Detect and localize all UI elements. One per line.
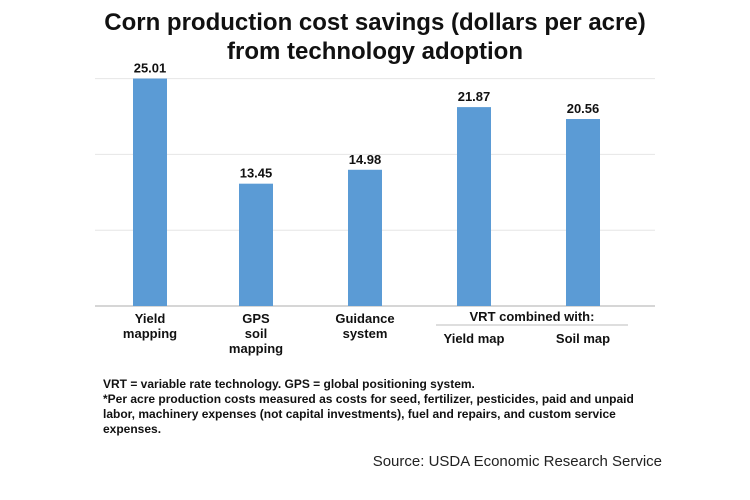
category-label-line: soil xyxy=(244,326,268,341)
data-label: 14.98 xyxy=(349,152,382,167)
footnote: VRT = variable rate technology. GPS = gl… xyxy=(103,377,663,437)
source-credit: Source: USDA Economic Research Service xyxy=(372,453,662,470)
category-label-line: Soil map xyxy=(555,331,611,346)
category-label: GPS soil mapping xyxy=(206,311,306,356)
data-label: 21.87 xyxy=(458,89,491,104)
bar xyxy=(239,183,273,306)
footnote-line: expenses. xyxy=(103,422,162,436)
category-label: Yield map xyxy=(424,331,524,346)
bar xyxy=(133,78,167,306)
data-label: 20.56 xyxy=(567,101,600,116)
footnote-line: labor, machinery expenses (not capital i… xyxy=(103,407,616,421)
data-label: 13.45 xyxy=(240,166,273,181)
data-label: 25.01 xyxy=(134,61,167,76)
chart-title-line: Corn production cost savings (dollars pe… xyxy=(104,9,646,36)
category-label-line: Guidance xyxy=(335,311,395,326)
group-label: VRT combined with: xyxy=(469,309,595,324)
chart-title-line: from technology adoption xyxy=(227,38,523,65)
category-label: Soil map xyxy=(533,331,633,346)
category-label-line: system xyxy=(342,326,388,341)
category-label-line: Yield xyxy=(134,311,166,326)
category-label-line: GPS xyxy=(242,311,270,326)
chart-title: Corn production cost savings (dollars pe… xyxy=(0,8,750,66)
category-label: Yield mapping xyxy=(100,311,200,341)
category-label: Guidance system xyxy=(315,311,415,341)
footnote-line: VRT = variable rate technology. GPS = gl… xyxy=(103,377,475,391)
footnote-line: *Per acre production costs measured as c… xyxy=(103,392,634,406)
category-label-line: mapping xyxy=(122,326,178,341)
bar xyxy=(348,169,382,306)
category-label-line: mapping xyxy=(228,341,284,356)
bar xyxy=(457,107,491,307)
category-label-line: Yield map xyxy=(443,331,505,346)
bar xyxy=(566,119,600,306)
